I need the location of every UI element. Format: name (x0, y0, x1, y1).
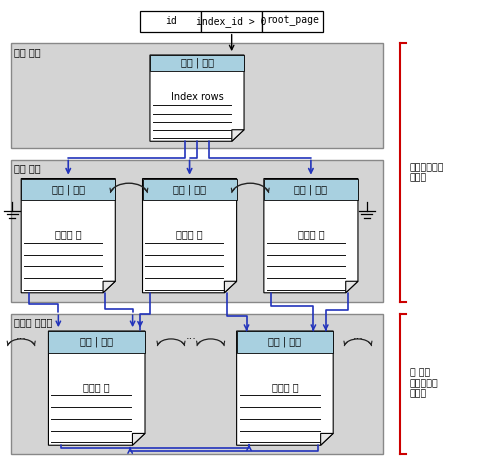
Text: 데이터 행: 데이터 행 (271, 382, 298, 392)
Text: 인덱스 행: 인덱스 행 (176, 229, 203, 239)
Text: ...: ... (353, 331, 364, 340)
Bar (262, 11, 323, 32)
Bar (21, 179, 116, 200)
Polygon shape (346, 281, 358, 293)
Text: 루트 노드: 루트 노드 (14, 47, 40, 57)
Text: 데이터 페이지: 데이터 페이지 (14, 318, 52, 327)
Text: 비클러스터형
인덱스: 비클러스터형 인덱스 (410, 163, 444, 182)
Bar (11, 43, 382, 148)
Bar (11, 314, 382, 454)
Text: 데이터 행: 데이터 행 (83, 382, 110, 392)
Text: index_id > 0: index_id > 0 (196, 16, 267, 27)
Text: 이전 | 다음: 이전 | 다음 (180, 58, 214, 68)
Text: root_page: root_page (266, 16, 319, 26)
PathPatch shape (21, 179, 116, 293)
Polygon shape (225, 281, 237, 293)
Text: 리프 노드: 리프 노드 (14, 164, 40, 174)
PathPatch shape (237, 331, 333, 445)
PathPatch shape (48, 331, 145, 445)
Bar (142, 179, 237, 200)
Text: 이전 | 다음: 이전 | 다음 (268, 337, 301, 347)
Text: 이전 | 다음: 이전 | 다음 (52, 184, 85, 195)
Text: 이전 | 다음: 이전 | 다음 (294, 184, 327, 195)
Polygon shape (132, 433, 145, 445)
Text: 힙 또는
클러스터형
인덱스: 힙 또는 클러스터형 인덱스 (410, 369, 439, 399)
Polygon shape (103, 281, 116, 293)
Text: Index rows: Index rows (171, 92, 224, 102)
Text: id: id (165, 16, 176, 26)
Text: 이전 | 다음: 이전 | 다음 (80, 337, 113, 347)
Text: 인덱스 행: 인덱스 행 (298, 229, 324, 239)
Bar (201, 11, 262, 32)
Bar (48, 331, 145, 353)
Text: 이전 | 다음: 이전 | 다음 (173, 184, 206, 195)
Text: 인덱스 행: 인덱스 행 (55, 229, 82, 239)
Bar (140, 11, 201, 32)
Bar (237, 331, 333, 353)
Bar (11, 160, 382, 302)
Text: ...: ... (16, 331, 26, 340)
PathPatch shape (150, 55, 244, 141)
Bar (264, 179, 358, 200)
Text: ...: ... (185, 331, 196, 340)
PathPatch shape (142, 179, 237, 293)
Polygon shape (232, 130, 244, 141)
PathPatch shape (264, 179, 358, 293)
Polygon shape (321, 433, 333, 445)
Bar (150, 55, 244, 71)
